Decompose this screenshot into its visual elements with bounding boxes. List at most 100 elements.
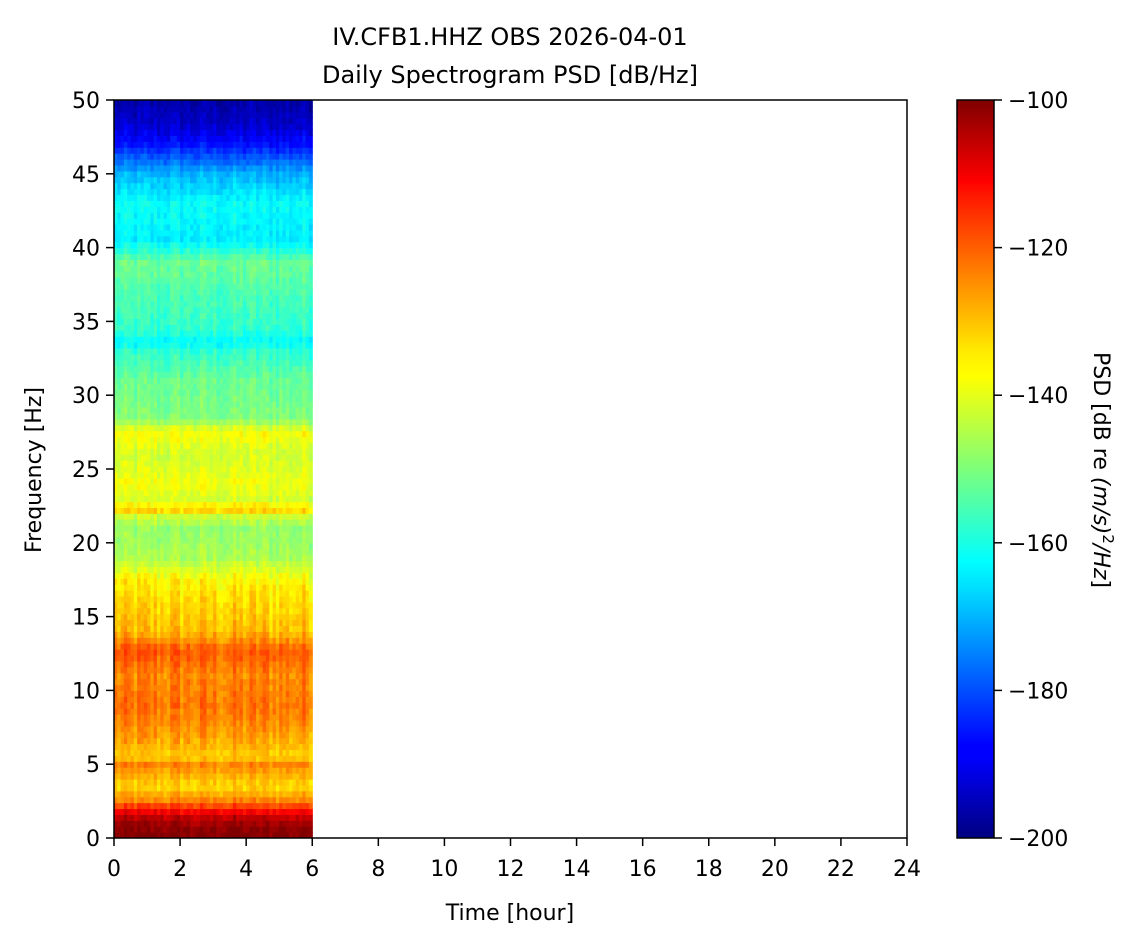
heatmap-cell — [140, 790, 145, 798]
heatmap-cell — [117, 778, 122, 786]
heatmap-cell — [229, 176, 234, 184]
heatmap-cell — [232, 631, 237, 638]
heatmap-cell — [176, 229, 181, 237]
heatmap-cell — [216, 135, 221, 142]
heatmap-cell — [226, 595, 231, 603]
heatmap-cell — [150, 188, 155, 196]
heatmap-cell — [206, 607, 211, 615]
heatmap-cell — [190, 572, 194, 579]
heatmap-cell — [216, 412, 221, 420]
heatmap-cell — [186, 241, 191, 249]
heatmap-cell — [140, 666, 145, 674]
heatmap-cell — [229, 170, 234, 178]
heatmap-cell — [147, 153, 151, 160]
heatmap-cell — [203, 790, 208, 798]
heatmap-cell — [123, 773, 128, 780]
heatmap-cell — [120, 808, 125, 815]
heatmap-cell — [206, 442, 211, 449]
heatmap-cell — [223, 784, 227, 792]
heatmap-cell — [226, 176, 231, 184]
heatmap-cell — [133, 690, 138, 697]
heatmap-cell — [163, 619, 168, 627]
heatmap-cell — [133, 395, 138, 402]
heatmap-cell — [213, 483, 218, 491]
heatmap-cell — [143, 519, 148, 526]
heatmap-cell — [190, 206, 194, 213]
heatmap-cell — [153, 277, 158, 284]
heatmap-cell — [206, 259, 211, 266]
heatmap-cell — [133, 601, 138, 609]
heatmap-cell — [130, 519, 135, 526]
heatmap-cell — [209, 554, 214, 562]
heatmap-cell — [180, 206, 184, 213]
heatmap-cell — [133, 135, 138, 142]
heatmap-cell — [203, 578, 208, 585]
heatmap-cell — [232, 507, 237, 514]
heatmap-cell — [173, 430, 178, 438]
heatmap-cell — [166, 229, 171, 237]
heatmap-cell — [170, 259, 175, 266]
heatmap-cell — [117, 223, 122, 231]
heatmap-cell — [117, 377, 122, 384]
heatmap-cell — [186, 294, 191, 302]
heatmap-cell — [239, 578, 244, 585]
heatmap-cell — [153, 678, 158, 686]
heatmap-cell — [114, 672, 118, 680]
heatmap-cell — [186, 536, 191, 544]
heatmap-cell — [130, 100, 135, 107]
heatmap-cell — [137, 283, 142, 290]
heatmap-cell — [163, 200, 168, 207]
heatmap-cell — [223, 690, 227, 697]
heatmap-cell — [236, 395, 241, 402]
heatmap-cell — [216, 288, 221, 296]
heatmap-cell — [242, 714, 247, 721]
heatmap-cell — [242, 442, 247, 449]
heatmap-cell — [239, 808, 244, 815]
heatmap-cell — [190, 784, 194, 792]
heatmap-cell — [180, 347, 184, 355]
heatmap-cell — [203, 206, 208, 213]
heatmap-cell — [239, 631, 244, 638]
heatmap-cell — [133, 513, 138, 520]
heatmap-cell — [219, 495, 224, 503]
heatmap-cell — [236, 690, 241, 697]
heatmap-cell — [160, 442, 165, 449]
heatmap-cell — [120, 802, 125, 810]
heatmap-cell — [229, 725, 234, 733]
heatmap-cell — [242, 507, 247, 514]
heatmap-cell — [117, 749, 122, 756]
heatmap-cell — [219, 513, 224, 520]
heatmap-cell — [166, 436, 171, 444]
heatmap-cell — [163, 100, 168, 107]
heatmap-cell — [216, 678, 221, 686]
heatmap-cell — [130, 749, 135, 756]
heatmap-cell — [176, 206, 181, 213]
heatmap-cell — [209, 643, 214, 650]
heatmap-cell — [190, 383, 194, 390]
heatmap-cell — [123, 123, 128, 131]
heatmap-cell — [143, 212, 148, 219]
heatmap-cell — [137, 743, 142, 751]
heatmap-cell — [180, 725, 184, 733]
heatmap-cell — [170, 625, 175, 632]
heatmap-cell — [176, 554, 181, 562]
heatmap-cell — [180, 784, 184, 792]
heatmap-cell — [147, 672, 151, 680]
heatmap-cell — [176, 666, 181, 674]
heatmap-cell — [206, 111, 211, 119]
heatmap-cell — [143, 654, 148, 662]
heatmap-cell — [203, 672, 208, 680]
heatmap-cell — [219, 820, 224, 827]
heatmap-cell — [153, 767, 158, 774]
heatmap-cell — [180, 442, 184, 449]
heatmap-cell — [140, 401, 145, 408]
heatmap-cell — [213, 796, 218, 804]
heatmap-cell — [199, 188, 204, 196]
heatmap-cell — [166, 200, 171, 207]
heatmap-cell — [219, 796, 224, 804]
heatmap-cell — [199, 277, 204, 284]
heatmap-cell — [120, 188, 125, 196]
heatmap-cell — [216, 442, 221, 449]
heatmap-cell — [226, 719, 231, 727]
heatmap-cell — [163, 407, 168, 414]
